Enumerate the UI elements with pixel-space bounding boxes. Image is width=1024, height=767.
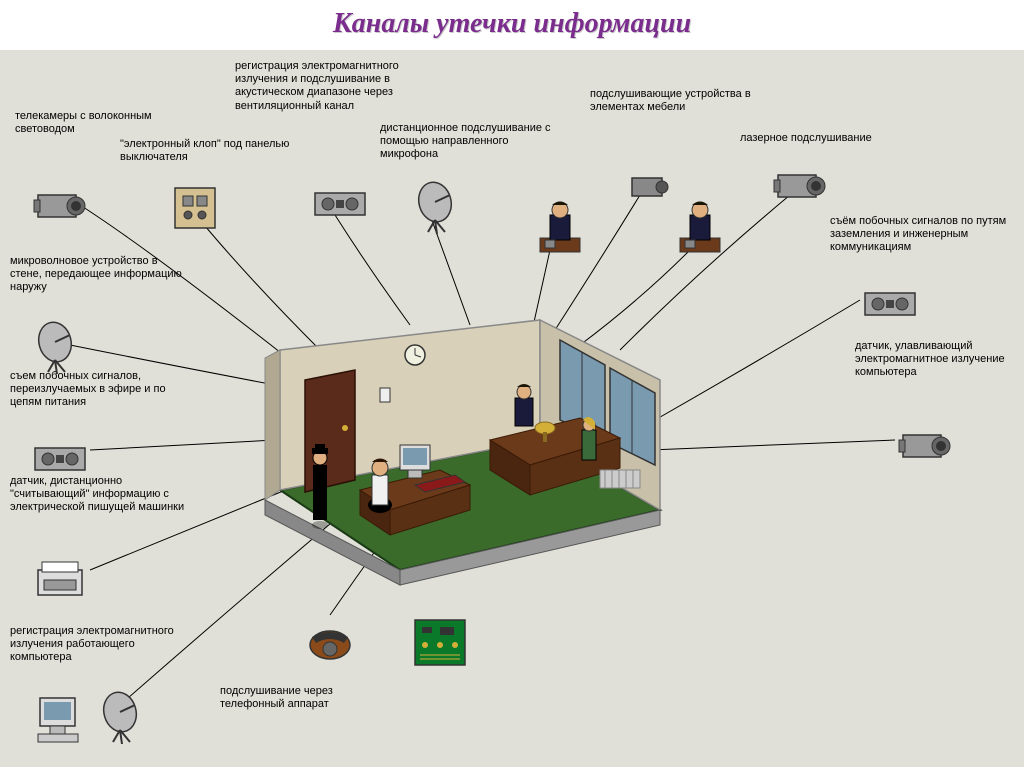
label-electronic-bug: "электронный клоп" под панелью выключате… [120, 138, 300, 164]
label-em-registration: регистрация электромагнитного излучения … [235, 60, 415, 113]
phone-device-icon [300, 615, 360, 675]
power-recorder-icon [30, 430, 90, 490]
computer-monitor-icon [30, 690, 90, 750]
camera-device-icon [30, 180, 90, 240]
camera-3-icon [895, 420, 955, 480]
circuit-board-icon [410, 615, 470, 675]
office-room [260, 310, 680, 590]
typewriter-icon [30, 550, 90, 610]
camera-2-icon [620, 160, 680, 220]
label-tv-cameras: телекамеры с волоконным световодом [15, 110, 195, 136]
laser-device-icon [770, 160, 830, 220]
switch-panel-icon [165, 180, 225, 240]
mic-dish-icon [410, 180, 470, 240]
label-grounding-signals: съём побочных сигналов по путям заземлен… [830, 215, 1010, 255]
dish-antenna-icon [30, 320, 90, 380]
recorder-1-icon [310, 175, 370, 235]
room-svg [260, 310, 680, 590]
person-listen-1-icon [530, 200, 590, 260]
page-title: Каналы утечки информации [0, 0, 1024, 48]
dish-2-icon [95, 690, 155, 750]
label-computer-em: регистрация электромагнитного излучения … [10, 625, 190, 665]
recorder-2-icon [860, 275, 920, 335]
label-remote-listening: дистанционное подслушивание с помощью на… [380, 122, 560, 162]
diagram-area: телекамеры с волоконным световодом"элект… [0, 50, 1024, 767]
label-phone-listening: подслушивание через телефонный аппарат [220, 685, 400, 711]
label-furniture-devices: подслушивающие устройства в элементах ме… [590, 88, 770, 114]
label-microwave-device: микроволновое устройство в стене, переда… [10, 255, 190, 295]
label-laser-listening: лазерное подслушивание [740, 132, 872, 145]
label-em-sensor: датчик, улавливающий электромагнитное из… [855, 340, 1024, 380]
